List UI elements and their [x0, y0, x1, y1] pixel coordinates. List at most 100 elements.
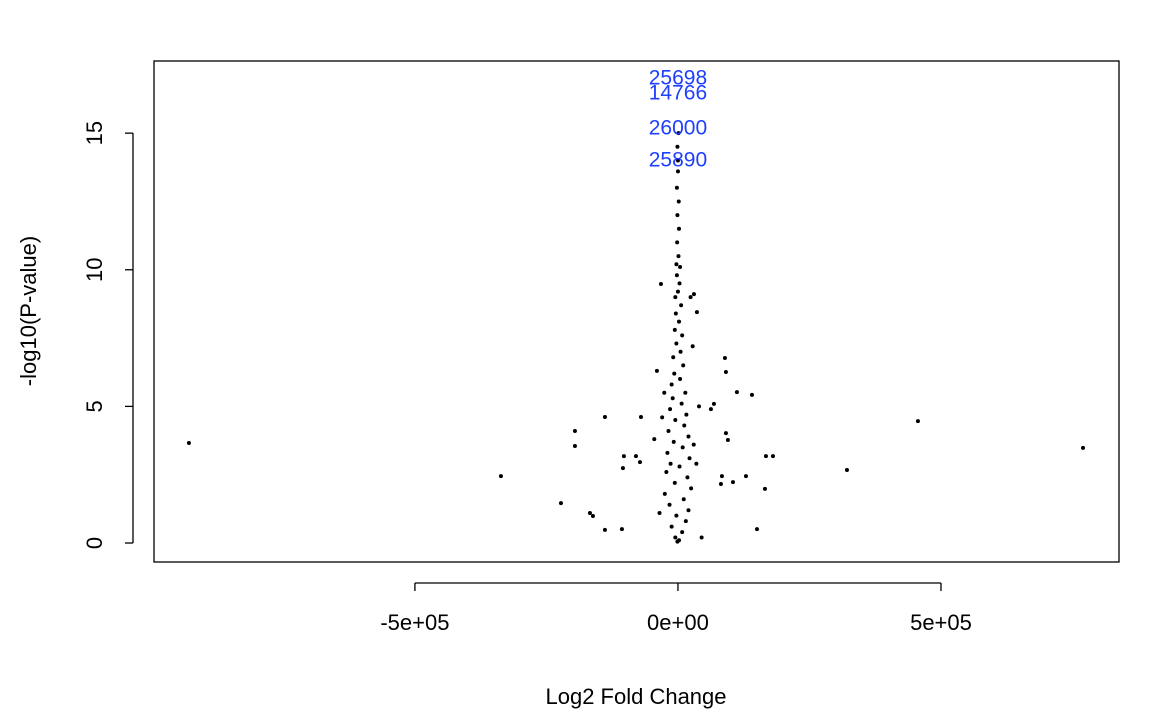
point	[662, 491, 667, 496]
point	[690, 344, 695, 349]
point	[683, 519, 688, 524]
point	[691, 292, 696, 297]
point	[722, 356, 727, 361]
point	[670, 396, 675, 401]
point	[694, 310, 699, 315]
point	[671, 439, 676, 444]
point	[719, 474, 724, 479]
point	[672, 480, 677, 485]
point	[743, 474, 748, 479]
point	[672, 371, 677, 376]
point	[620, 466, 625, 471]
point	[763, 454, 768, 459]
x-axis-label: Log2 Fold Change	[545, 684, 726, 709]
point	[673, 295, 678, 300]
point	[691, 442, 696, 447]
point	[633, 454, 638, 459]
point	[677, 281, 682, 286]
point	[749, 392, 754, 397]
point	[186, 441, 191, 446]
point	[675, 240, 680, 245]
point	[674, 273, 679, 278]
point	[676, 131, 681, 136]
point	[675, 158, 680, 163]
point	[668, 407, 673, 412]
point	[699, 535, 704, 540]
point	[674, 341, 679, 346]
point	[637, 460, 642, 465]
point	[677, 319, 682, 324]
point	[654, 368, 659, 373]
point	[498, 474, 503, 479]
point-annotation: 14766	[649, 82, 707, 105]
point	[730, 480, 735, 485]
point	[696, 404, 701, 409]
point	[678, 349, 683, 354]
point	[664, 469, 669, 474]
point	[686, 434, 691, 439]
point	[683, 390, 688, 395]
point	[674, 513, 679, 518]
point	[754, 527, 759, 532]
point	[669, 524, 674, 529]
point	[687, 456, 692, 461]
point	[680, 445, 685, 450]
point	[590, 513, 595, 518]
point	[668, 461, 673, 466]
point	[673, 311, 678, 316]
point	[673, 418, 678, 423]
point	[587, 510, 592, 515]
point	[652, 437, 657, 442]
point	[674, 262, 679, 267]
point	[658, 281, 663, 286]
point	[681, 497, 686, 502]
point-annotation: 25890	[649, 149, 707, 172]
point	[674, 185, 679, 190]
point	[558, 501, 563, 506]
point	[680, 530, 685, 535]
point	[677, 464, 682, 469]
point	[677, 226, 682, 231]
point	[1081, 445, 1086, 450]
point	[675, 213, 680, 218]
point	[619, 527, 624, 532]
point	[675, 289, 680, 294]
y-tick-label: 10	[82, 258, 107, 282]
y-tick-label: 15	[82, 121, 107, 145]
point	[675, 169, 680, 174]
point	[678, 265, 683, 270]
point	[671, 355, 676, 360]
point	[915, 419, 920, 424]
y-tick-label: 5	[82, 400, 107, 412]
point-annotation: 25698	[649, 67, 707, 90]
point	[708, 407, 713, 412]
point	[685, 475, 690, 480]
point	[711, 401, 716, 406]
point	[669, 382, 674, 387]
point	[673, 535, 678, 540]
point	[662, 390, 667, 395]
point	[675, 539, 680, 544]
point	[694, 461, 699, 466]
point	[602, 415, 607, 420]
point	[734, 390, 739, 395]
point	[676, 254, 681, 259]
point	[770, 454, 775, 459]
point	[660, 415, 665, 420]
point	[667, 502, 672, 507]
point	[638, 415, 643, 420]
point	[762, 486, 767, 491]
point	[718, 481, 723, 486]
point	[679, 401, 684, 406]
point	[572, 428, 577, 433]
point	[688, 295, 693, 300]
point	[572, 444, 577, 449]
point	[680, 333, 685, 338]
y-axis-label: -log10(P-value)	[16, 236, 41, 386]
point	[844, 468, 849, 473]
x-tick-label: 0e+00	[647, 610, 709, 635]
point	[602, 527, 607, 532]
point	[689, 486, 694, 491]
